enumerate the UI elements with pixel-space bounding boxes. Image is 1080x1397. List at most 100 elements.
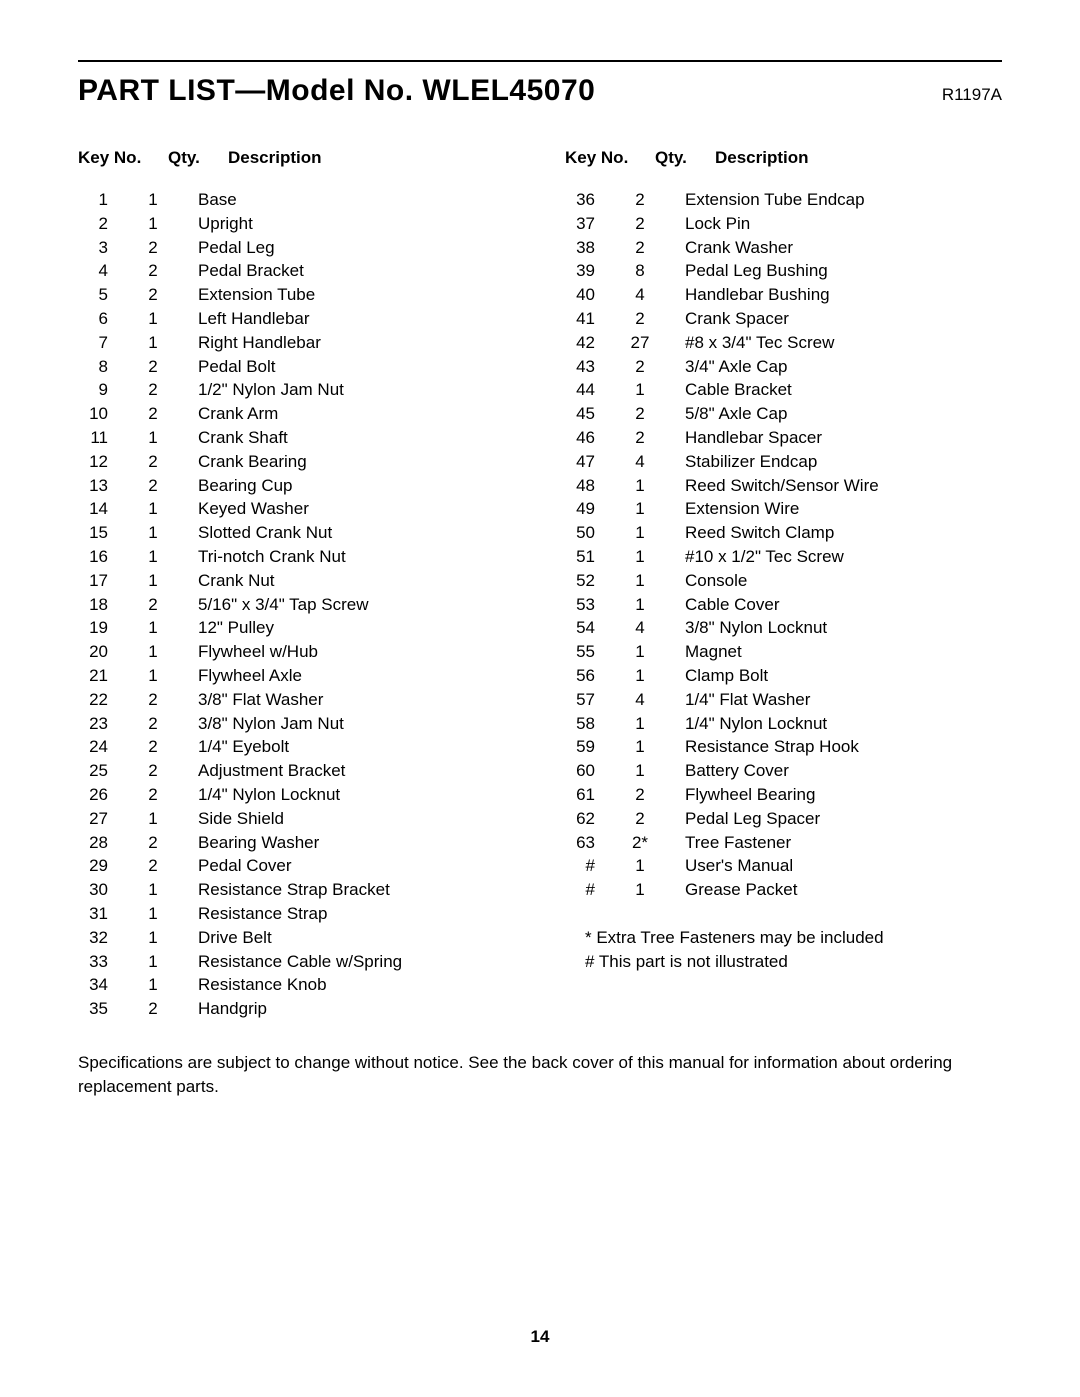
cell-desc: Resistance Knob [198, 973, 515, 997]
table-row: 292Pedal Cover [78, 854, 515, 878]
cell-key: 11 [78, 426, 138, 450]
cell-desc: Cable Cover [685, 593, 1002, 617]
table-row: 622Pedal Leg Spacer [565, 807, 1002, 831]
cell-qty: 4 [625, 616, 685, 640]
cell-key: 33 [78, 950, 138, 974]
cell-qty: 1 [138, 212, 198, 236]
cell-qty: 1 [138, 664, 198, 688]
notes-block: * Extra Tree Fasteners may be included# … [565, 926, 1002, 974]
cell-qty: 2 [138, 783, 198, 807]
cell-qty: 2 [625, 355, 685, 379]
note-line: # This part is not illustrated [585, 950, 1002, 974]
cell-key: 48 [565, 474, 625, 498]
cell-desc: Keyed Washer [198, 497, 515, 521]
cell-desc: Console [685, 569, 1002, 593]
cell-qty: 1 [625, 640, 685, 664]
cell-qty: 1 [138, 188, 198, 212]
table-row: 4323/4" Axle Cap [565, 355, 1002, 379]
table-row: 2223/8" Flat Washer [78, 688, 515, 712]
table-row: 921/2" Nylon Jam Nut [78, 378, 515, 402]
cell-desc: Flywheel Bearing [685, 783, 1002, 807]
cell-desc: 1/4" Nylon Locknut [198, 783, 515, 807]
cell-qty: 2 [625, 807, 685, 831]
cell-desc: 3/4" Axle Cap [685, 355, 1002, 379]
cell-desc: 3/8" Nylon Jam Nut [198, 712, 515, 736]
cell-desc: Tri-notch Crank Nut [198, 545, 515, 569]
cell-key: 14 [78, 497, 138, 521]
cell-key: 35 [78, 997, 138, 1021]
cell-desc: Reed Switch/Sensor Wire [685, 474, 1002, 498]
cell-qty: 2 [625, 783, 685, 807]
cell-qty: 2 [138, 688, 198, 712]
cell-qty: 1 [138, 640, 198, 664]
table-row: 111Crank Shaft [78, 426, 515, 450]
cell-qty: 8 [625, 259, 685, 283]
header-desc: Description [715, 148, 1002, 168]
cell-key: 18 [78, 593, 138, 617]
cell-key: 51 [565, 545, 625, 569]
cell-desc: Cable Bracket [685, 378, 1002, 402]
cell-qty: 1 [625, 878, 685, 902]
cell-key: 47 [565, 450, 625, 474]
cell-key: 27 [78, 807, 138, 831]
cell-desc: Upright [198, 212, 515, 236]
cell-key: 45 [565, 402, 625, 426]
table-row: 341Resistance Knob [78, 973, 515, 997]
table-row: 462Handlebar Spacer [565, 426, 1002, 450]
table-row: 591Resistance Strap Hook [565, 735, 1002, 759]
table-row: 201Flywheel w/Hub [78, 640, 515, 664]
table-row: 352Handgrip [78, 997, 515, 1021]
cell-qty: 2 [138, 283, 198, 307]
table-row: 4227#8 x 3/4" Tec Screw [565, 331, 1002, 355]
cell-qty: 2 [138, 474, 198, 498]
note-line: * Extra Tree Fasteners may be included [585, 926, 1002, 950]
cell-qty: 1 [138, 426, 198, 450]
table-row: 612Flywheel Bearing [565, 783, 1002, 807]
cell-key: 34 [78, 973, 138, 997]
table-row: 404Handlebar Bushing [565, 283, 1002, 307]
cell-key: 6 [78, 307, 138, 331]
table-row: 372Lock Pin [565, 212, 1002, 236]
cell-key: 16 [78, 545, 138, 569]
table-row: 171Crank Nut [78, 569, 515, 593]
cell-key: 40 [565, 283, 625, 307]
cell-key: 37 [565, 212, 625, 236]
cell-qty: 1 [138, 569, 198, 593]
table-row: 481Reed Switch/Sensor Wire [565, 474, 1002, 498]
cell-key: 61 [565, 783, 625, 807]
cell-desc: Right Handlebar [198, 331, 515, 355]
table-row: 601Battery Cover [565, 759, 1002, 783]
cell-qty: 2 [625, 236, 685, 260]
cell-key: 12 [78, 450, 138, 474]
cell-desc: Pedal Leg Spacer [685, 807, 1002, 831]
cell-desc: 5/16" x 3/4" Tap Screw [198, 593, 515, 617]
cell-desc: Side Shield [198, 807, 515, 831]
cell-qty: 2 [138, 854, 198, 878]
cell-qty: 2* [625, 831, 685, 855]
table-row: 2421/4" Eyebolt [78, 735, 515, 759]
cell-key: 44 [565, 378, 625, 402]
cell-qty: 2 [625, 307, 685, 331]
left-column-headers: Key No. Qty. Description [78, 148, 515, 168]
table-row: 5811/4" Nylon Locknut [565, 712, 1002, 736]
cell-desc: Handgrip [198, 997, 515, 1021]
cell-qty: 1 [138, 307, 198, 331]
cell-qty: 2 [138, 735, 198, 759]
cell-qty: 2 [138, 997, 198, 1021]
table-row: 132Bearing Cup [78, 474, 515, 498]
table-row: 11Base [78, 188, 515, 212]
table-row: 441Cable Bracket [565, 378, 1002, 402]
cell-key: 39 [565, 259, 625, 283]
cell-desc: Slotted Crank Nut [198, 521, 515, 545]
cell-key: 8 [78, 355, 138, 379]
cell-qty: 1 [625, 759, 685, 783]
cell-key: 20 [78, 640, 138, 664]
cell-desc: 1/2" Nylon Jam Nut [198, 378, 515, 402]
cell-key: 41 [565, 307, 625, 331]
cell-key: 31 [78, 902, 138, 926]
cell-qty: 1 [138, 973, 198, 997]
table-row: 42Pedal Bracket [78, 259, 515, 283]
table-row: 1825/16" x 3/4" Tap Screw [78, 593, 515, 617]
cell-key: 49 [565, 497, 625, 521]
cell-desc: 3/8" Flat Washer [198, 688, 515, 712]
